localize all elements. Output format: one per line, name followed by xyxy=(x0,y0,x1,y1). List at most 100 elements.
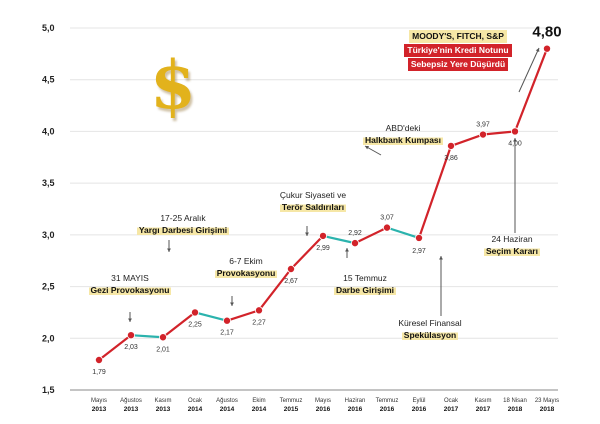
y-tick-label: 1,5 xyxy=(42,385,55,395)
x-tick-year: 2017 xyxy=(476,406,491,413)
data-label: 2,27 xyxy=(252,319,266,326)
annotation-secim-date: 24 Haziran xyxy=(491,234,533,244)
x-tick-year: 2013 xyxy=(156,406,171,413)
x-tick-month: Mayıs xyxy=(315,398,331,404)
data-point xyxy=(382,223,391,232)
y-tick-label: 2,0 xyxy=(42,333,55,343)
x-tick-month: Eylül xyxy=(412,398,425,404)
data-label: 3,86 xyxy=(444,155,458,162)
data-point xyxy=(286,264,295,273)
x-tick-month: Temmuz xyxy=(280,398,303,404)
line-segment xyxy=(225,309,261,322)
annotation-arrow-head xyxy=(513,138,517,142)
annotation-halkbank-date: ABD'deki xyxy=(385,123,421,133)
x-tick-year: 2014 xyxy=(188,406,203,413)
data-point xyxy=(95,356,104,365)
x-tick-month: Kasım xyxy=(474,398,491,404)
data-point xyxy=(318,231,327,240)
data-label: 2,03 xyxy=(124,344,138,351)
x-tick-year: 2014 xyxy=(220,406,235,413)
x-tick-year: 2016 xyxy=(412,406,427,413)
line-segment xyxy=(97,334,133,362)
annotation-gezi-event: Gezi Provokasyonu xyxy=(88,285,172,295)
annotation-arrow-head xyxy=(167,248,171,252)
annotation-arrow-line xyxy=(518,47,540,93)
annotation-ekim-event: Provokasyonu xyxy=(214,268,278,278)
x-tick-month: Haziran xyxy=(345,398,366,404)
x-tick-year: 2014 xyxy=(252,406,267,413)
x-tick-month: Kasım xyxy=(154,398,171,404)
x-tick-month: Mayıs xyxy=(91,398,107,404)
data-label: 3,97 xyxy=(476,122,490,129)
x-tick-year: 2016 xyxy=(316,406,331,413)
line-segment xyxy=(289,234,325,271)
data-point xyxy=(414,233,423,242)
annotation-gezi: 31 MAYIS Gezi Provokasyonu xyxy=(75,272,185,296)
headline-line3: Sebepsiz Yere Düşürdü xyxy=(407,58,509,71)
annotation-kuresel: Küresel Finansal Spekülasyon xyxy=(382,317,478,341)
annotation-cukur: Çukur Siyaseti ve Terör Saldırıları xyxy=(263,189,363,213)
annotation-ekim-date: 6-7 Ekim xyxy=(229,256,263,266)
data-point xyxy=(190,308,199,317)
x-tick-month: Ocak xyxy=(444,398,459,404)
y-tick-label: 4,0 xyxy=(42,126,55,136)
x-tick-month: 23 Mayıs xyxy=(535,398,559,404)
x-tick-month: Ağustos xyxy=(216,398,238,404)
annotation-arrow-head xyxy=(305,232,309,236)
data-label: 2,01 xyxy=(156,346,170,353)
x-tick-month: Ekim xyxy=(252,398,265,404)
line-segment xyxy=(353,226,389,245)
annotation-halkbank-event: Halkbank Kumpası xyxy=(362,135,444,145)
data-point xyxy=(254,306,263,315)
data-label: 4,80 xyxy=(532,24,561,41)
data-point xyxy=(350,239,359,248)
data-label: 2,97 xyxy=(412,248,426,255)
line-segment xyxy=(193,311,229,322)
annotation-arrow-head xyxy=(535,48,540,52)
x-tick-month: Ağustos xyxy=(120,398,142,404)
annotation-arrow-head xyxy=(345,248,349,252)
data-label: 2,92 xyxy=(348,230,362,237)
annotation-arrow-head xyxy=(365,146,369,150)
line-segment xyxy=(449,133,485,148)
line-segment xyxy=(161,311,197,339)
line-segment xyxy=(385,226,421,240)
x-tick-year: 2018 xyxy=(540,406,555,413)
x-tick-year: 2016 xyxy=(380,406,395,413)
x-tick-month: 18 Nisan xyxy=(503,398,527,404)
annotation-cukur-date: Çukur Siyaseti ve xyxy=(279,190,347,200)
x-tick-year: 2013 xyxy=(92,406,107,413)
data-label: 1,79 xyxy=(92,369,106,376)
headline-line2: Türkiye'nin Kredi Notunu xyxy=(404,44,512,57)
data-point xyxy=(158,333,167,342)
annotation-darbe-event: Darbe Girişimi xyxy=(333,285,397,295)
line-segment xyxy=(257,267,293,312)
annotation-yargi-event: Yargı Darbesi Girişimi xyxy=(136,225,230,235)
data-label: 2,25 xyxy=(188,321,202,328)
line-segment xyxy=(321,234,357,245)
annotation-darbe: 15 Temmuz Darbe Girişimi xyxy=(325,272,405,296)
x-tick-year: 2016 xyxy=(348,406,363,413)
y-tick-label: 4,5 xyxy=(42,75,55,85)
y-tick-label: 5,0 xyxy=(42,23,55,33)
annotation-darbe-date: 15 Temmuz xyxy=(343,273,387,283)
annotation-kuresel-event: Spekülasyon xyxy=(401,330,459,340)
data-point xyxy=(543,44,552,53)
headline-box: MOODY'S, FITCH, S&P Türkiye'nin Kredi No… xyxy=(393,30,523,71)
x-tick-year: 2015 xyxy=(284,406,299,413)
data-label: 2,99 xyxy=(316,245,330,252)
line-segment xyxy=(129,334,165,339)
x-tick-month: Ocak xyxy=(188,398,203,404)
data-label: 2,17 xyxy=(220,330,234,337)
annotation-gezi-date: 31 MAYIS xyxy=(111,273,149,283)
annotation-arrow-head xyxy=(230,302,234,306)
data-point xyxy=(446,141,455,150)
annotation-halkbank: ABD'deki Halkbank Kumpası xyxy=(353,122,453,146)
annotation-yargi: 17-25 Aralık Yargı Darbesi Girişimi xyxy=(118,212,248,236)
data-point xyxy=(478,130,487,139)
x-tick-year: 2017 xyxy=(444,406,459,413)
data-label: 4,00 xyxy=(508,140,522,147)
data-point xyxy=(510,127,519,136)
